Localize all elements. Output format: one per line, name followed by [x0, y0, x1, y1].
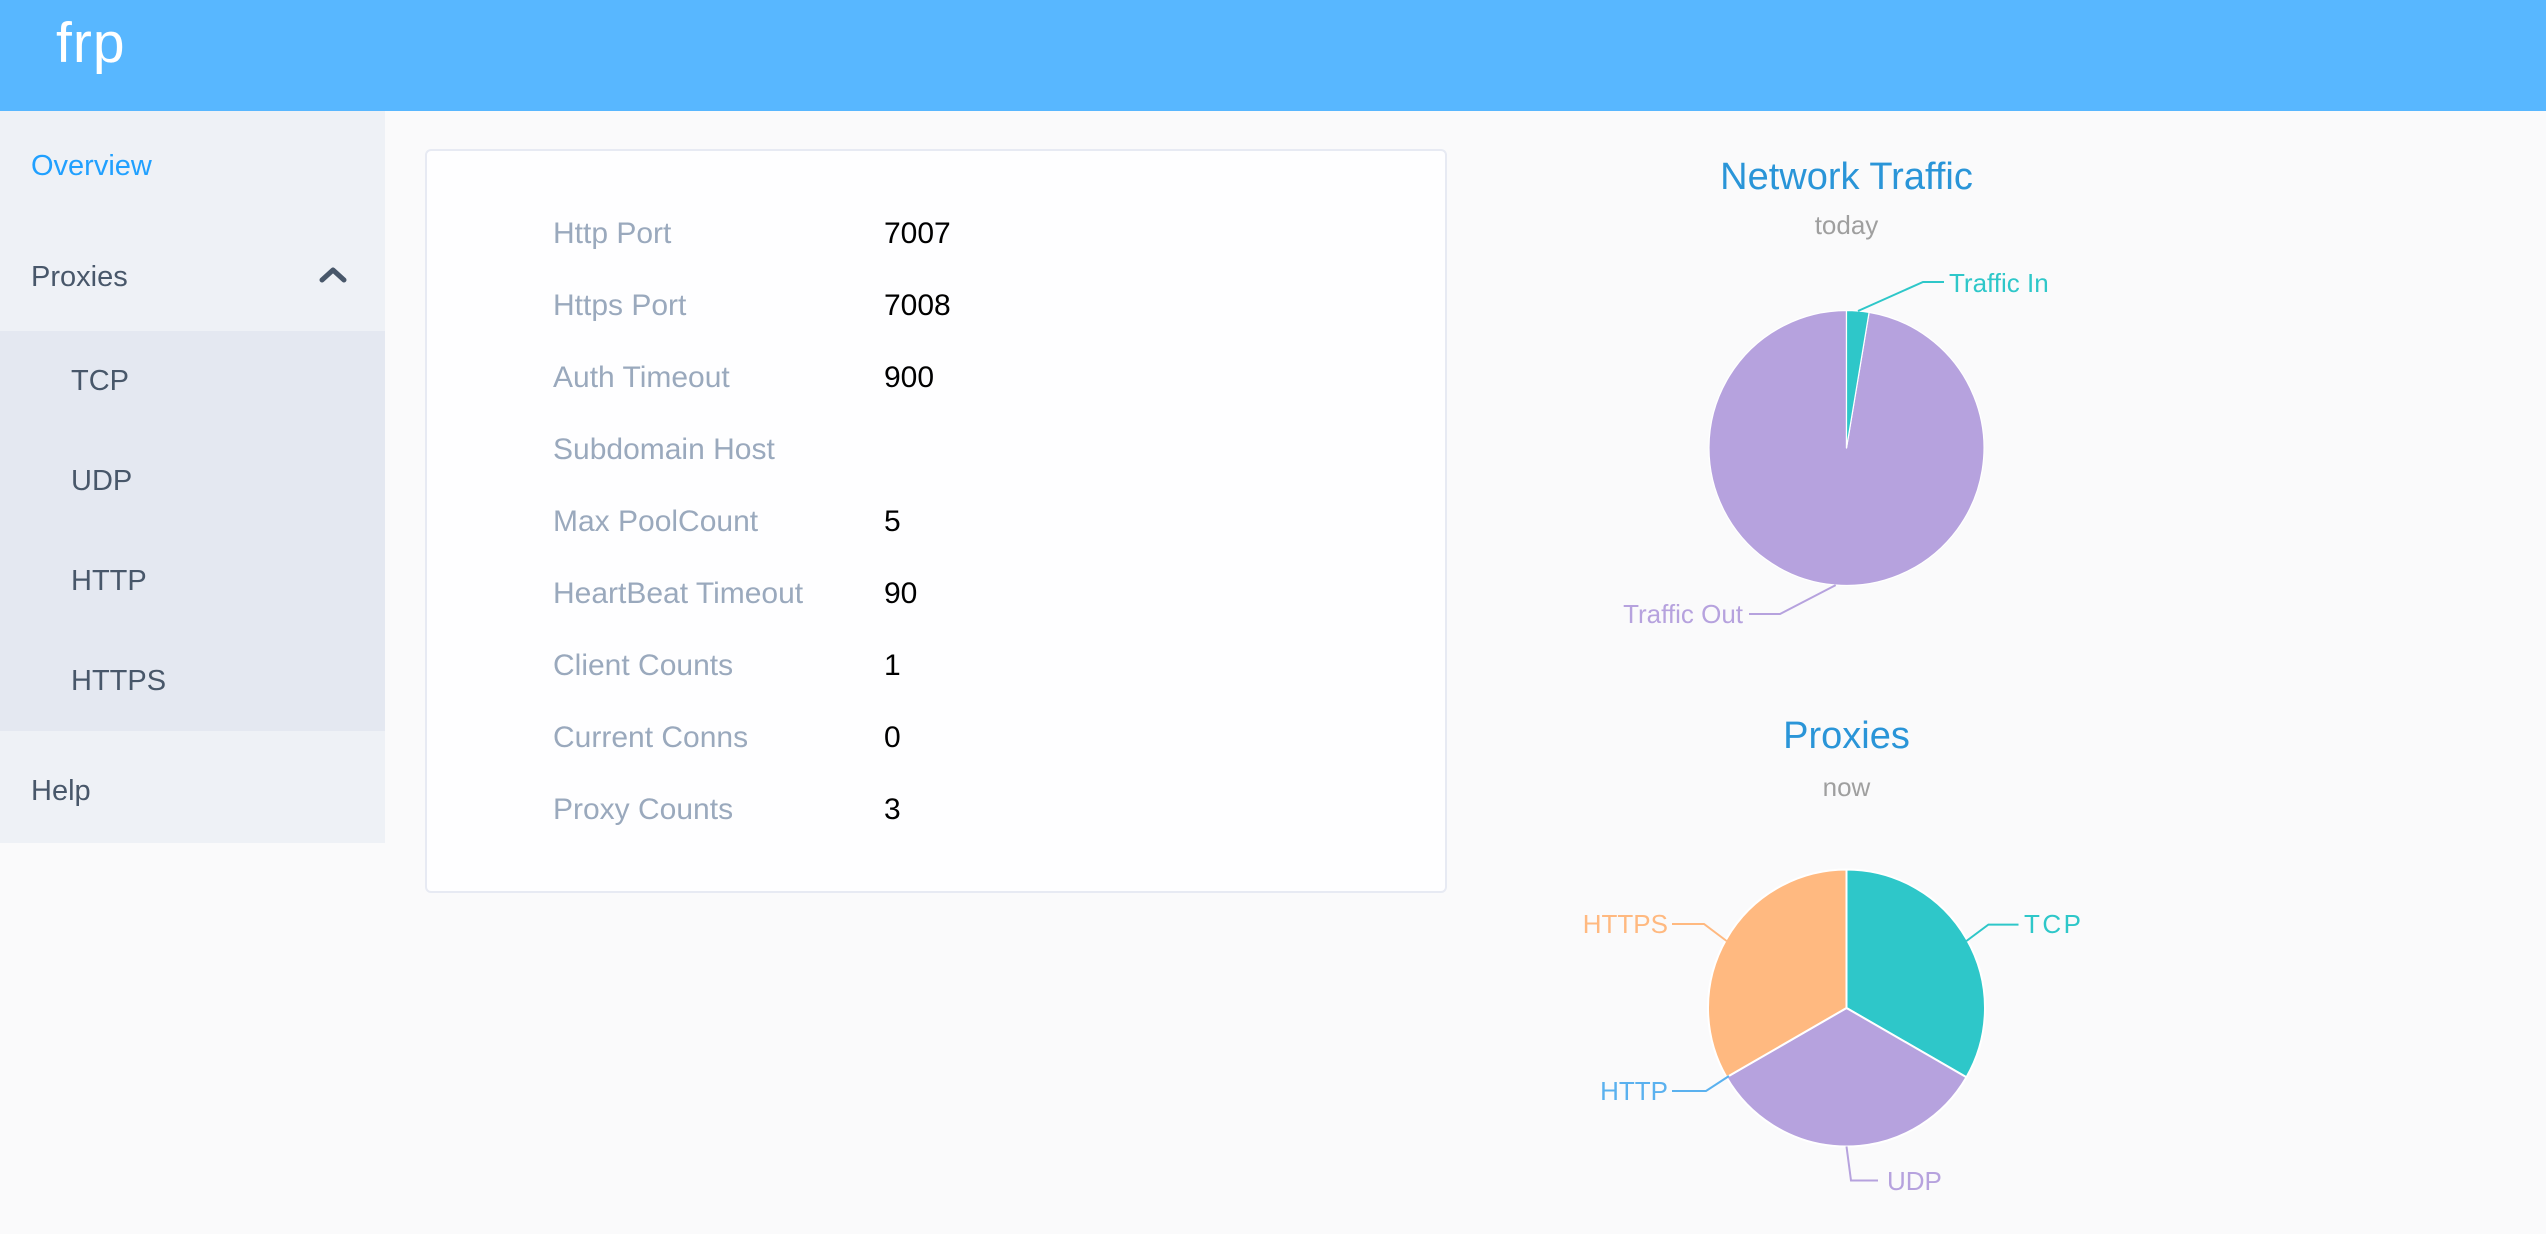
svg-text:Traffic In: Traffic In: [1949, 268, 2049, 298]
svg-text:now: now: [1823, 772, 1871, 802]
svg-text:HTTP: HTTP: [1600, 1076, 1668, 1106]
svg-text:Network Traffic: Network Traffic: [1720, 156, 1973, 198]
svg-text:today: today: [1815, 210, 1879, 240]
svg-text:TCP: TCP: [2024, 909, 2084, 939]
svg-text:UDP: UDP: [1887, 1166, 1942, 1196]
svg-text:Traffic Out: Traffic Out: [1623, 599, 1744, 629]
svg-text:Proxies: Proxies: [1783, 715, 1910, 757]
svg-text:HTTPS: HTTPS: [1583, 909, 1668, 939]
